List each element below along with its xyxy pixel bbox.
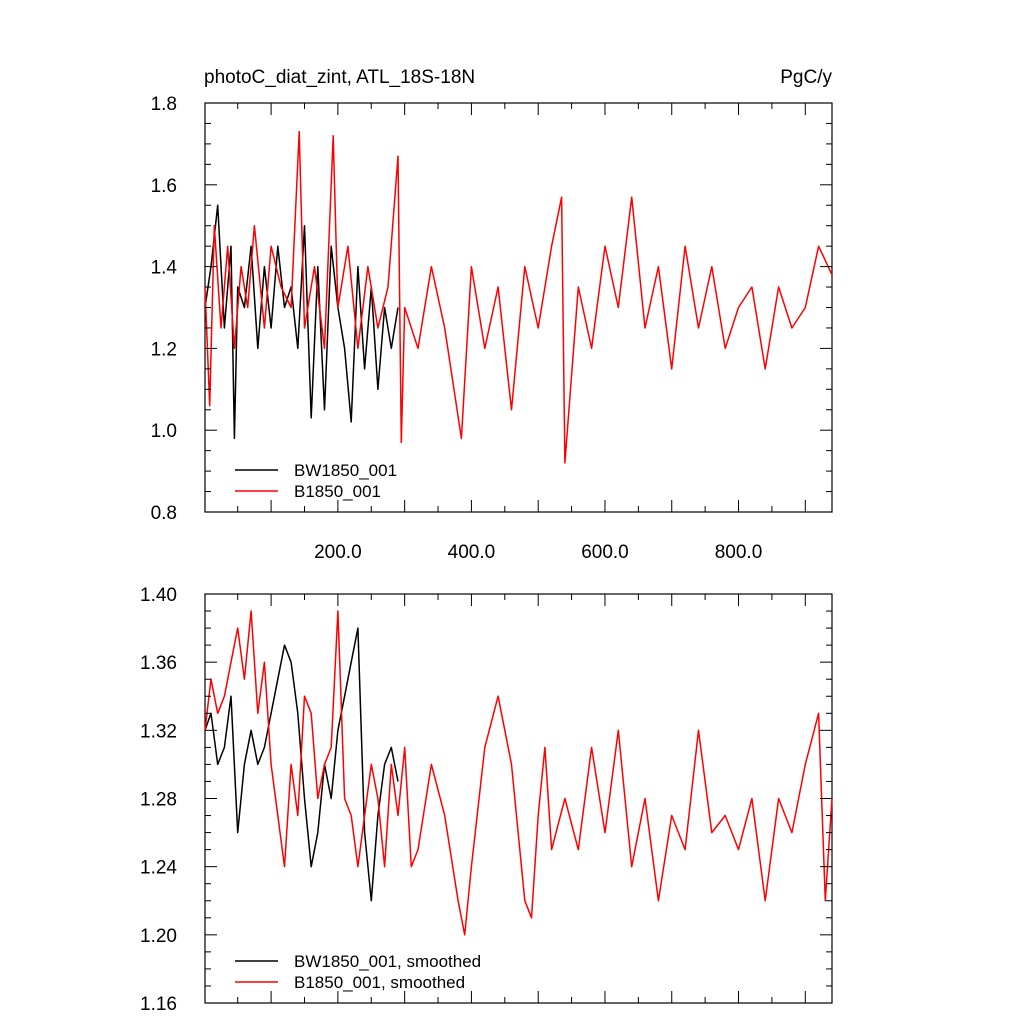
top-xtick-label: 200.0 <box>314 542 362 563</box>
top-ytick-label: 1.0 <box>151 421 177 442</box>
top-ytick-label: 1.8 <box>151 94 177 115</box>
bottom-axes-group: 1.40 1.36 1.32 1.28 1.24 1.20 1.16 <box>140 585 832 1015</box>
bottom-legend: BW1850_001, smoothed B1850_001, smoothed <box>235 952 481 992</box>
bottom-ytick-label: 1.36 <box>140 653 177 674</box>
bottom-series-group <box>204 610 833 936</box>
top-ytick-label: 1.6 <box>151 176 177 197</box>
bottom-ytick-label: 1.16 <box>140 994 177 1015</box>
top-ytick-label: 1.2 <box>151 339 177 360</box>
bottom-chart-panel: 1.40 1.36 1.32 1.28 1.24 1.20 1.16 BW1850_001,… <box>140 585 833 1015</box>
top-legend: BW1850_001 B1850_001 <box>235 461 397 501</box>
bottom-ytick-label: 1.32 <box>140 721 177 742</box>
bottom-ytick-label: 1.40 <box>140 585 177 606</box>
top-legend-label-b: B1850_001 <box>294 482 381 501</box>
top-axes-group: 1.8 1.6 1.4 1.2 1.0 0.8 200.0 400.0 600.0 800.0 <box>151 94 832 563</box>
top-series-line-0 <box>204 204 399 440</box>
bottom-legend-label-bw: BW1850_001, smoothed <box>294 952 481 971</box>
top-xtick-label: 400.0 <box>448 542 496 563</box>
top-series-group <box>204 130 833 464</box>
bottom-ytick-label: 1.24 <box>140 858 177 879</box>
top-ytick-label: 1.4 <box>151 258 178 279</box>
bottom-legend-label-b: B1850_001, smoothed <box>294 973 465 992</box>
bottom-ytick-label: 1.20 <box>140 926 177 947</box>
top-xtick-label: 600.0 <box>581 542 629 563</box>
top-xtick-label: 800.0 <box>715 542 763 563</box>
top-chart-panel: 1.8 1.6 1.4 1.2 1.0 0.8 200.0 400.0 600.0 800.0 B… <box>151 94 833 563</box>
top-title-right: PgC/y <box>780 67 832 88</box>
bottom-series-line-1 <box>204 610 833 936</box>
top-legend-label-bw: BW1850_001 <box>294 461 397 480</box>
top-title-left: photoC_diat_zint, ATL_18S-18N <box>204 67 475 88</box>
bottom-ytick-label: 1.28 <box>140 790 177 811</box>
top-series-line-1 <box>204 130 833 464</box>
bottom-series-line-0 <box>204 627 399 902</box>
top-ytick-label: 0.8 <box>151 503 177 524</box>
